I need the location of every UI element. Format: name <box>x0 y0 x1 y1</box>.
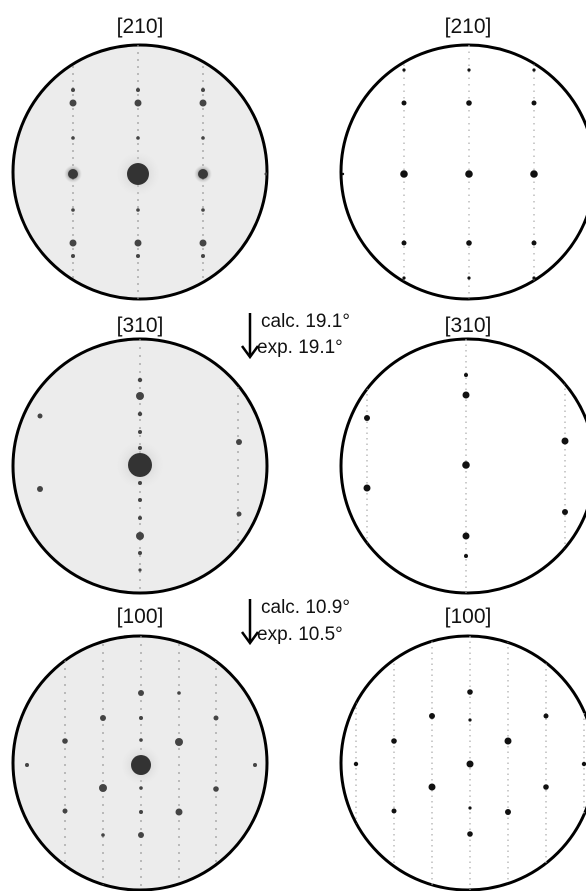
down-arrow-icon <box>240 599 260 646</box>
calc-310-pattern <box>339 337 586 595</box>
exp-100-pattern <box>11 634 269 891</box>
calc-210-pattern <box>339 43 586 301</box>
calc-100-label: [100] <box>444 605 492 628</box>
exp-310-label: [310] <box>116 314 164 337</box>
rotation-2-calc: calc. 10.9° <box>261 597 350 618</box>
rotation-2-exp: exp. 10.5° <box>257 624 343 645</box>
rotation-1-exp: exp. 19.1° <box>257 337 343 358</box>
exp-100-label: [100] <box>116 605 164 628</box>
exp-310-pattern <box>11 337 269 595</box>
down-arrow-icon <box>240 313 260 360</box>
exp-210-pattern <box>11 43 269 301</box>
calc-310-label: [310] <box>444 314 492 337</box>
exp-210-label: [210] <box>116 15 164 38</box>
calc-210-label: [210] <box>444 15 492 38</box>
calc-100-pattern <box>339 634 586 891</box>
rotation-1-calc: calc. 19.1° <box>261 311 350 332</box>
